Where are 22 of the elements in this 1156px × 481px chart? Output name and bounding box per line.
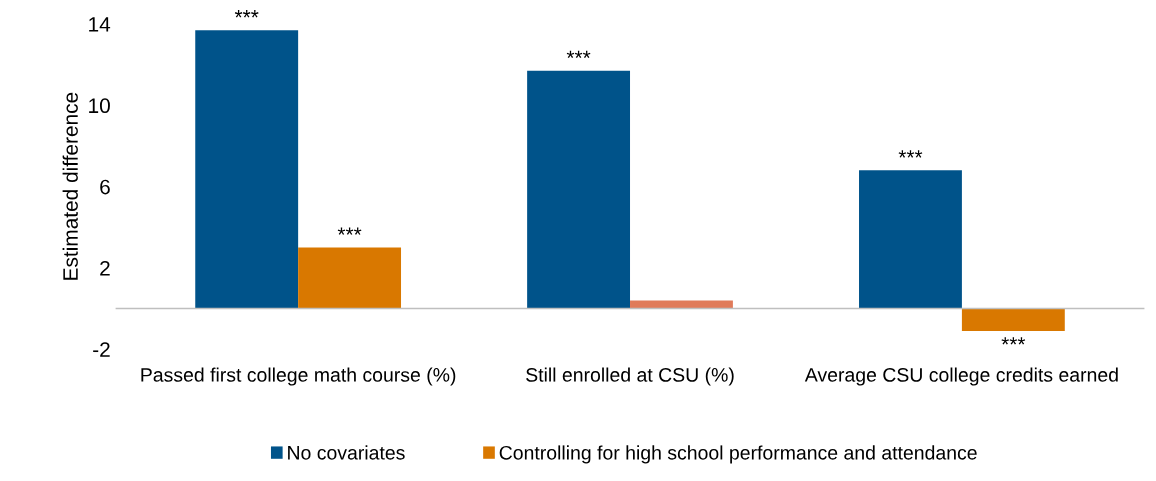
y-tick-label: 2 (100, 260, 110, 276)
data-label: *** (898, 150, 923, 158)
bar (527, 70, 631, 309)
y-axis-title: Estimated difference (62, 92, 78, 280)
bar (961, 308, 1065, 331)
legend-label: No covariates (288, 445, 405, 460)
y-tick-label: 10 (89, 98, 110, 114)
data-label: *** (234, 10, 259, 18)
legend-label: Controlling for high school performance and attendance (499, 445, 977, 464)
bar (195, 30, 299, 309)
y-tick-label: -2 (93, 342, 110, 357)
y-tick-label: 6 (100, 179, 110, 195)
x-tick-label: Average CSU college credits earned (804, 367, 1118, 386)
y-tick-label: 14 (89, 17, 111, 32)
bar (859, 170, 962, 309)
x-tick-label: Still enrolled at CSU (%) (526, 367, 734, 386)
bar (630, 300, 733, 309)
bar (298, 247, 402, 309)
data-label: *** (566, 50, 591, 59)
data-label: *** (337, 227, 362, 235)
data-label: *** (1001, 337, 1026, 345)
x-tick-label: Passed first college math course (%) (141, 367, 456, 386)
